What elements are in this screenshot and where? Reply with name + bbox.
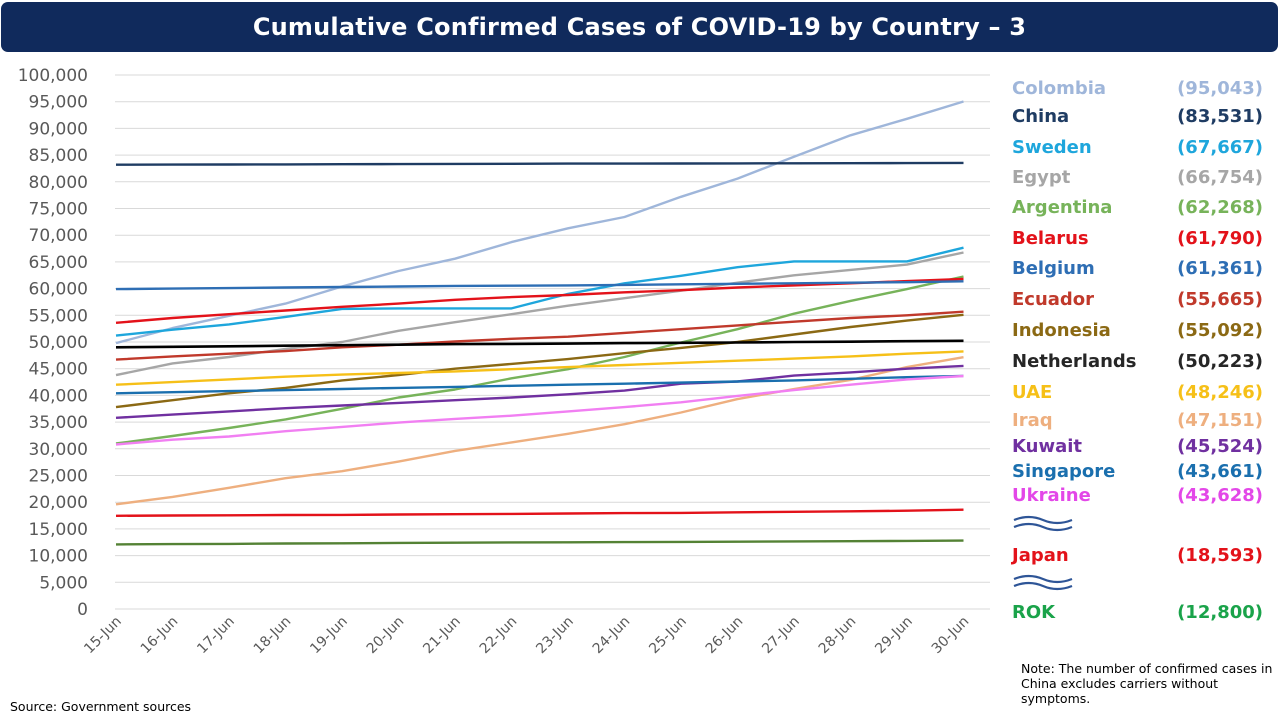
y-tick-label: 45,000: [29, 360, 88, 380]
y-tick-label: 80,000: [29, 173, 88, 193]
series-line-argentina: [115, 275, 964, 445]
x-tick-label: 30-Jun: [929, 614, 973, 658]
series-line-uae: [115, 350, 964, 386]
y-tick-label: 30,000: [29, 440, 88, 460]
series-line-japan: [115, 508, 964, 517]
series-line-kuwait: [115, 364, 964, 419]
series-line-iraq: [115, 356, 964, 506]
series-line-rok: [115, 539, 964, 546]
y-tick-label: 60,000: [29, 280, 88, 300]
y-tick-label: 25,000: [29, 467, 88, 487]
series-line-china: [115, 161, 964, 166]
y-tick-label: 0: [77, 600, 88, 620]
y-tick-label: 35,000: [29, 413, 88, 433]
x-tick-label: 16-Jun: [138, 614, 182, 658]
y-tick-label: 70,000: [29, 226, 88, 246]
y-tick-label: 65,000: [29, 253, 88, 273]
x-tick-label: 18-Jun: [251, 614, 295, 658]
y-tick-label: 5,000: [39, 573, 88, 593]
y-tick-label: 40,000: [29, 386, 88, 406]
x-tick-label: 26-Jun: [703, 614, 747, 658]
series-line-sweden: [115, 246, 964, 337]
chart-source: Source: Government sources: [10, 699, 192, 714]
series-line-ecuador: [115, 310, 964, 361]
x-tick-label: 24-Jun: [590, 614, 634, 658]
series-line-ukraine: [115, 374, 964, 446]
y-tick-label: 90,000: [29, 119, 88, 139]
y-tick-label: 10,000: [29, 547, 88, 567]
y-tick-label: 85,000: [29, 146, 88, 166]
x-tick-label: 29-Jun: [872, 614, 916, 658]
chart-note: Note: The number of confirmed cases in C…: [1021, 661, 1273, 706]
x-tick-label: 27-Jun: [759, 614, 803, 658]
y-tick-label: 50,000: [29, 333, 88, 353]
series-line-netherlands: [115, 339, 964, 349]
x-tick-label: 22-Jun: [477, 614, 521, 658]
y-tick-label: 20,000: [29, 493, 88, 513]
series-line-belgium: [115, 280, 964, 291]
x-tick-label: 17-Jun: [194, 614, 238, 658]
series-line-belarus: [115, 277, 964, 324]
x-tick-label: 15-Jun: [81, 614, 125, 658]
chart-title: Cumulative Confirmed Cases of COVID-19 b…: [252, 13, 1027, 41]
y-tick-label: 55,000: [29, 306, 88, 326]
wavy-break-icon: [1012, 574, 1074, 592]
x-tick-label: 25-Jun: [646, 614, 690, 658]
x-tick-label: 21-Jun: [420, 614, 464, 658]
y-tick-label: 100,000: [18, 66, 88, 86]
y-tick-label: 15,000: [29, 520, 88, 540]
series-line-indonesia: [115, 313, 964, 409]
series-line-colombia: [115, 100, 964, 345]
x-tick-label: 28-Jun: [816, 614, 860, 658]
x-tick-label: 23-Jun: [533, 614, 577, 658]
x-tick-label: 20-Jun: [364, 614, 408, 658]
y-tick-label: 75,000: [29, 200, 88, 220]
x-tick-label: 19-Jun: [307, 614, 351, 658]
y-tick-label: 95,000: [29, 93, 88, 113]
title-bar: Cumulative Confirmed Cases of COVID-19 b…: [1, 2, 1278, 52]
wavy-break-icon: [1012, 515, 1074, 533]
series-line-singapore: [115, 374, 964, 395]
